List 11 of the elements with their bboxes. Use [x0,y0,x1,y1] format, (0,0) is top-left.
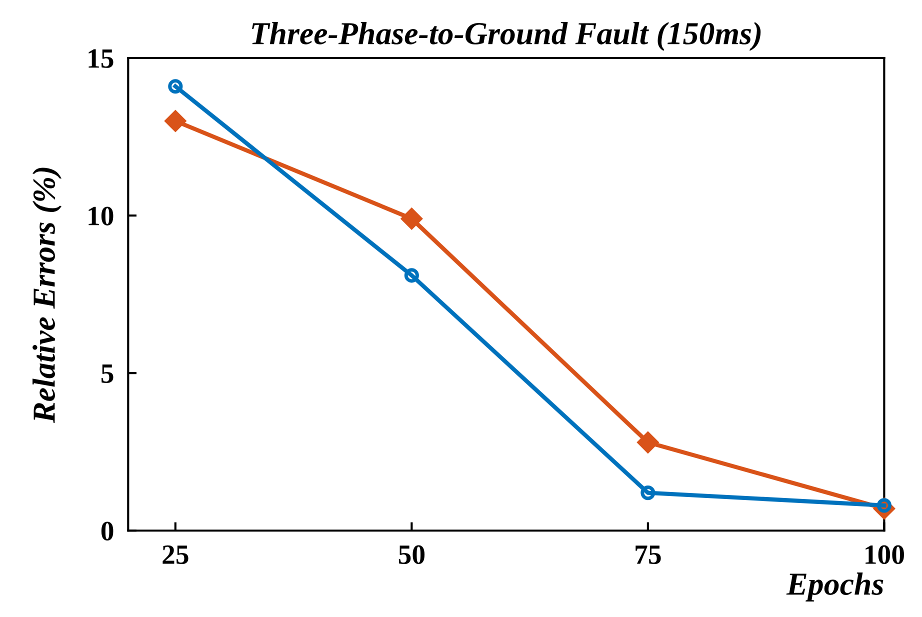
y-tick-label: 15 [88,49,114,68]
x-tick-label: 50 [398,545,425,564]
x-tick-label: 75 [636,546,661,564]
x-tick-label: 100 [866,545,904,564]
x-axis-title: Epochs [786,572,884,602]
y-tick-label: 5 [101,364,114,383]
y-axis-title: Relative Errors (%) [32,168,62,424]
y-tick-label: 10 [88,206,114,226]
y-tick-label: 0 [101,522,114,541]
x-tick-label: 25 [162,545,188,564]
chart-title: Three-Phase-to-Ground Fault (150ms) [252,22,761,51]
